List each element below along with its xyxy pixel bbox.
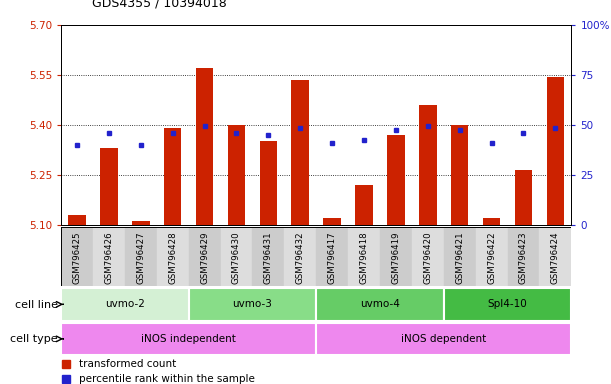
Bar [387, 135, 404, 225]
Bar [189, 227, 221, 286]
Bar [316, 288, 444, 321]
Text: GDS4355 / 10394018: GDS4355 / 10394018 [92, 0, 227, 10]
Bar [508, 227, 540, 286]
Bar [157, 227, 189, 286]
Text: GSM796417: GSM796417 [327, 231, 337, 284]
Text: GSM796428: GSM796428 [168, 231, 177, 284]
Bar [355, 185, 373, 225]
Bar [323, 218, 341, 225]
Bar [380, 227, 412, 286]
Text: GSM796429: GSM796429 [200, 231, 209, 284]
Bar [61, 288, 189, 321]
Bar [444, 227, 475, 286]
Bar [132, 221, 150, 225]
Text: GSM796424: GSM796424 [551, 231, 560, 284]
Bar [93, 227, 125, 286]
Bar [412, 227, 444, 286]
Text: iNOS dependent: iNOS dependent [401, 334, 486, 344]
Bar [284, 227, 316, 286]
Text: GSM796421: GSM796421 [455, 231, 464, 284]
Text: uvmo-3: uvmo-3 [232, 299, 273, 310]
Bar [475, 227, 508, 286]
Text: GSM796431: GSM796431 [264, 231, 273, 284]
Bar [540, 227, 571, 286]
Bar [547, 76, 564, 225]
Bar [125, 227, 157, 286]
Bar [61, 227, 93, 286]
Bar [189, 288, 316, 321]
Bar [514, 170, 532, 225]
Text: percentile rank within the sample: percentile rank within the sample [79, 374, 255, 384]
Bar [291, 80, 309, 225]
Text: cell line: cell line [15, 300, 58, 310]
Bar [68, 215, 86, 225]
Text: uvmo-2: uvmo-2 [105, 299, 145, 310]
Text: GSM796423: GSM796423 [519, 231, 528, 284]
Bar [444, 288, 571, 321]
Bar [451, 125, 469, 225]
Bar [61, 323, 316, 355]
Text: GSM796418: GSM796418 [359, 231, 368, 284]
Bar [483, 218, 500, 225]
Text: GSM796430: GSM796430 [232, 231, 241, 284]
Text: GSM796427: GSM796427 [136, 231, 145, 284]
Text: GSM796419: GSM796419 [392, 231, 400, 284]
Text: GSM796425: GSM796425 [73, 231, 81, 284]
Bar [316, 227, 348, 286]
Text: GSM796422: GSM796422 [487, 231, 496, 284]
Bar [221, 227, 252, 286]
Bar [260, 141, 277, 225]
Text: Spl4-10: Spl4-10 [488, 299, 527, 310]
Bar [316, 323, 571, 355]
Text: GSM796420: GSM796420 [423, 231, 433, 284]
Text: cell type: cell type [10, 334, 58, 344]
Bar [196, 68, 213, 225]
Bar [252, 227, 284, 286]
Text: GSM796426: GSM796426 [104, 231, 114, 284]
Text: uvmo-4: uvmo-4 [360, 299, 400, 310]
Text: GSM796432: GSM796432 [296, 231, 305, 284]
Bar [164, 128, 181, 225]
Bar [228, 125, 245, 225]
Bar [348, 227, 380, 286]
Bar [419, 105, 437, 225]
Text: iNOS independent: iNOS independent [141, 334, 236, 344]
Bar [100, 148, 118, 225]
Text: transformed count: transformed count [79, 359, 176, 369]
